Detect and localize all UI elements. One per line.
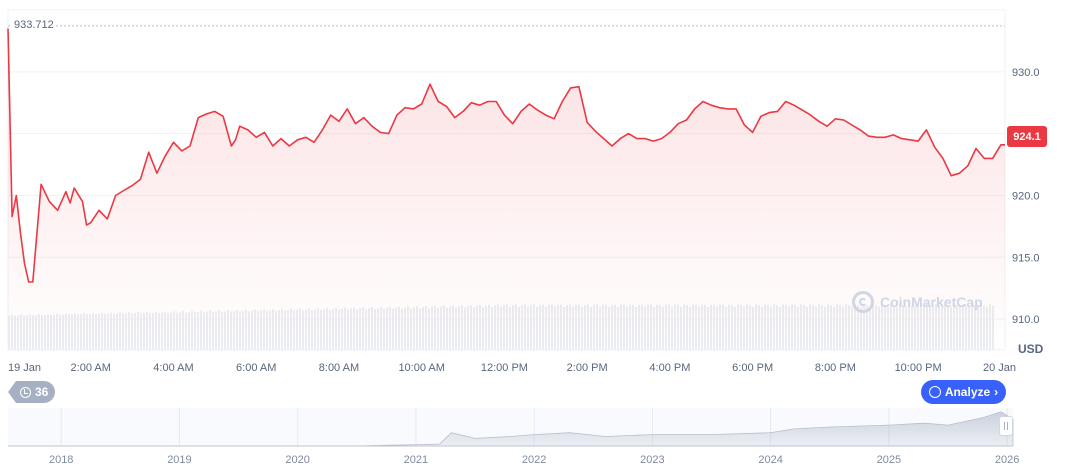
x-tick-label: 2:00 PM: [567, 362, 608, 374]
currency-label: USD: [1018, 342, 1044, 356]
y-tick-label: 920.0: [1012, 190, 1040, 202]
navigator-area: [8, 411, 1014, 447]
x-tick-label: 10:00 AM: [398, 362, 444, 374]
x-tick-label: 4:00 PM: [649, 362, 690, 374]
price-area: [8, 28, 1005, 350]
watermark: CoinMarketCap: [852, 291, 983, 313]
navigator-year-label: 2018: [49, 454, 73, 466]
analyze-label: Analyze: [944, 385, 991, 399]
navigator-year-label: 2020: [285, 454, 309, 466]
x-axis: 19 Jan 2:00 AM 4:00 AM 6:00 AM 8:00 AM 10:00 …: [8, 362, 1016, 374]
events-badge-body[interactable]: 36: [16, 381, 56, 403]
x-tick-label: 6:00 AM: [236, 362, 276, 374]
y-tick-label: 930.0: [1012, 67, 1040, 79]
x-tick-label: 4:00 AM: [153, 362, 193, 374]
badge-arrow: [8, 381, 16, 403]
navigator-year-label: 2026: [995, 454, 1019, 466]
navigator-year-label: 2023: [640, 454, 664, 466]
y-tick-label: 915.0: [1012, 252, 1040, 264]
x-tick-label: 8:00 AM: [319, 362, 359, 374]
coinmarketcap-logo-icon: [852, 291, 874, 313]
handle-grip: [1004, 422, 1005, 430]
analyze-button[interactable]: Analyze ›: [921, 380, 1006, 404]
y-tick-label: 910.0: [1012, 314, 1040, 326]
events-badge[interactable]: 36: [8, 381, 56, 403]
x-tick-label: 6:00 PM: [732, 362, 773, 374]
analyze-icon: [928, 386, 941, 398]
navigator-year-label: 2025: [877, 454, 901, 466]
history-icon: [20, 386, 31, 398]
x-tick-label: 20 Jan: [983, 362, 1016, 374]
x-tick-label: 19 Jan: [8, 362, 41, 374]
x-tick-label: 8:00 PM: [815, 362, 856, 374]
event-count: 36: [35, 385, 49, 399]
price-line: [7, 28, 1005, 283]
watermark-text: CoinMarketCap: [880, 294, 983, 310]
x-tick-label: 2:00 AM: [71, 362, 111, 374]
navigator[interactable]: 2018 2019 2020 2021 2022 2023 2024 2025 2026: [8, 408, 1019, 466]
current-price-tag: 924.1: [1007, 126, 1047, 147]
max-price-label: 933.712: [12, 19, 56, 31]
x-tick-label: 10:00 PM: [895, 362, 942, 374]
navigator-year-label: 2019: [167, 454, 191, 466]
navigator-handle-right[interactable]: [999, 416, 1013, 436]
navigator-year-label: 2021: [404, 454, 428, 466]
chevron-right-icon: ›: [994, 385, 999, 399]
navigator-year-label: 2024: [758, 454, 782, 466]
navigator-year-label: 2022: [522, 454, 546, 466]
x-tick-label: 12:00 PM: [481, 362, 528, 374]
handle-grip: [1007, 422, 1008, 430]
